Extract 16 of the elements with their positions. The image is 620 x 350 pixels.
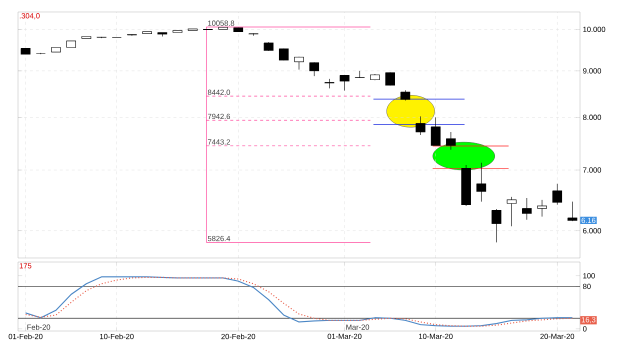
candlestick bbox=[537, 200, 547, 217]
candlestick bbox=[340, 74, 350, 91]
candlestick bbox=[309, 62, 320, 76]
candlestick bbox=[492, 208, 502, 243]
candlestick bbox=[552, 183, 562, 206]
candlestick bbox=[568, 201, 578, 222]
candlestick bbox=[400, 90, 410, 101]
candlestick bbox=[522, 198, 532, 220]
candlestick bbox=[476, 162, 486, 202]
candlestick bbox=[506, 196, 517, 227]
candlestick bbox=[446, 132, 456, 150]
candlestick bbox=[385, 72, 395, 86]
candlestick bbox=[294, 56, 304, 70]
candlestick bbox=[324, 78, 334, 89]
candlestick bbox=[430, 117, 441, 146]
candlestick bbox=[416, 116, 426, 136]
